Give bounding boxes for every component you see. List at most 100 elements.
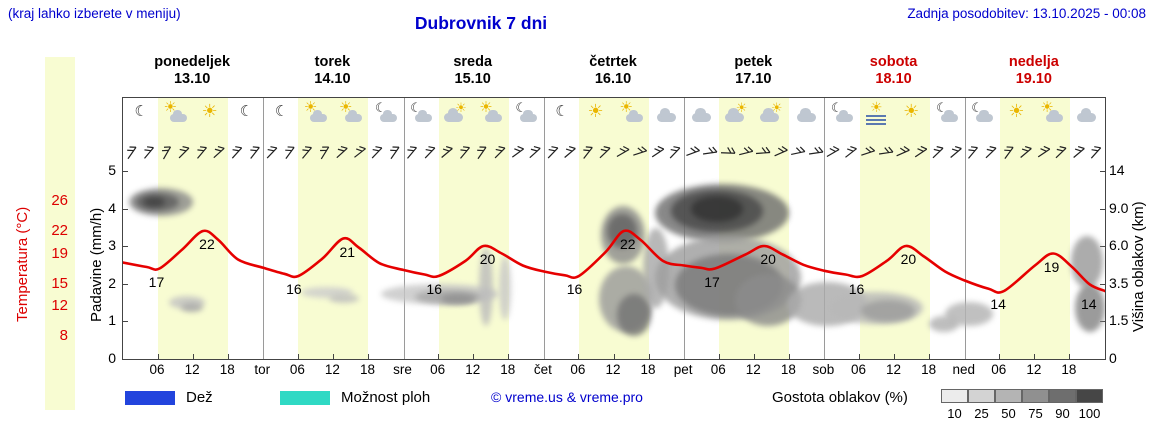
wind-barb-icon [950, 145, 962, 158]
wind-barb-icon [861, 146, 876, 156]
sung-part: ☀ [770, 100, 783, 115]
plot-area: ☾ ☀ ☀ ☾ ☾ ☀ ☀ ☾ ☾ ☀ ☀ ☾ ☾ ☀ ☀ ☀ ☀ ☾ ☀ ☀ ☾ ☾ ☀ ☀ 17 22 16 21 16 20 16 22… [122, 97, 1106, 360]
cld-part [415, 109, 433, 122]
temp-value-label: 17 [704, 273, 720, 290]
last-update-text: Zadnja posodobitev: 13.10.2025 - 00:08 [907, 6, 1146, 21]
axis-tick-mark [368, 354, 369, 359]
axis-tick-mark [929, 354, 931, 359]
precip-tick-label: 4 [108, 199, 116, 216]
wind-barb-icon [196, 146, 207, 159]
axis-tick-mark [578, 354, 580, 359]
cloud-moon-icon: ☾ [827, 100, 857, 127]
axis-tick-mark [192, 354, 194, 359]
precip-axis-label: Padavine (mm/h) [88, 207, 105, 322]
axis-tick-mark [859, 354, 860, 359]
temp-value-label: 20 [760, 251, 776, 267]
temp-value-label: 22 [620, 236, 636, 252]
axis-tick-mark [123, 321, 128, 323]
cld-part [380, 109, 398, 122]
wind-barb-icon [633, 146, 648, 156]
sung-part: ☀ [455, 100, 467, 115]
cld-part [1077, 108, 1097, 122]
wind-barb-icon [1055, 146, 1067, 159]
sung-part: ☀ [870, 99, 883, 115]
daylight-band [438, 98, 509, 359]
wind-barb-icon [826, 145, 840, 158]
wind-barb-icon [564, 145, 576, 158]
cloud-icon [652, 100, 682, 127]
temp-tick-label: 19 [51, 244, 68, 262]
wind-barb-icon [878, 146, 894, 155]
hour-tick-label: 12 [886, 362, 902, 377]
cloud-height-tick-label: 0 [1109, 350, 1117, 366]
wind-barb-icon [968, 146, 979, 159]
wind-barb-icon [1020, 145, 1032, 158]
cloud-height-tick-label: 14 [1109, 162, 1125, 178]
axis-tick-mark [438, 354, 440, 359]
axis-tick-mark [613, 354, 615, 359]
axis-tick-mark [1100, 283, 1105, 285]
temp-value-label: 17 [148, 273, 165, 290]
day-separator-line [543, 98, 545, 359]
cloud-moon-icon: ☾ [967, 100, 997, 127]
day-separator-line [964, 98, 966, 359]
wind-barb-icon [896, 146, 911, 157]
daylight-band [999, 98, 1070, 359]
temp-value-label: 16 [286, 281, 302, 297]
precip-tick-label: 0 [108, 350, 116, 366]
wind-barb-icon [407, 146, 418, 159]
wind-barb-icon [319, 146, 329, 160]
wind-barb-icon [336, 145, 348, 159]
cld-part [724, 108, 744, 122]
wind-barb-icon [738, 146, 753, 156]
fog-part [866, 115, 887, 125]
moon-icon: ☾ [266, 100, 296, 127]
cld-part [625, 109, 643, 122]
temperature-curve [123, 229, 1105, 294]
day-name: sobota [869, 54, 918, 70]
cld-part [691, 108, 711, 122]
temp-tick-label: 8 [59, 327, 68, 344]
axis-tick-mark [297, 354, 299, 359]
rain-legend-swatch [125, 391, 175, 405]
density-value: 75 [1028, 406, 1043, 421]
sun-cloud-icon: ☀ [336, 100, 366, 127]
sun-icon: ☀ [581, 100, 611, 127]
hour-tick-label: 12 [1026, 362, 1042, 377]
page-title: Dubrovnik 7 dni [414, 13, 548, 33]
cloud-height-axis-label: Višina oblakov (km) [1130, 201, 1147, 332]
moon-icon: ☾ [126, 100, 156, 127]
axis-tick-mark [123, 283, 128, 285]
day-header: sreda 15.10 [453, 54, 492, 88]
temp-tick-label: 15 [51, 274, 68, 292]
wind-barb-icon [249, 146, 260, 159]
density-value: 50 [1001, 406, 1016, 421]
wind-barb-icon [441, 145, 454, 158]
wind-barb-icon [389, 146, 400, 160]
wind-barb-icon [284, 146, 295, 160]
day-name: nedelja [1008, 54, 1059, 70]
density-swatch [941, 389, 968, 403]
sung-part: ☀ [1008, 101, 1025, 121]
wind-barb-icon [985, 146, 997, 159]
cloud-blob [441, 294, 475, 304]
sung-part: ☀ [201, 101, 218, 121]
moon-icon: ☾ [546, 100, 576, 127]
day-boundary-label: sob [812, 362, 835, 377]
day-boundary-label: čet [533, 362, 552, 377]
temp-tick-label: 26 [51, 192, 68, 209]
hour-tick-label: 12 [465, 362, 481, 377]
hour-tick-label: 18 [500, 362, 516, 377]
moong-part: ☾ [555, 103, 569, 120]
hour-tick-label: 06 [289, 362, 305, 377]
left-daylight-strip [45, 57, 75, 410]
day-boundary-label: ned [952, 362, 975, 377]
axis-tick-mark [1100, 171, 1105, 172]
temp-value-label: 16 [426, 281, 442, 297]
day-name: četrtek [589, 54, 637, 70]
wind-barb-icon [371, 146, 383, 159]
hour-tick-label: 18 [1061, 362, 1077, 377]
temp-value-label: 22 [199, 236, 215, 252]
density-value: 10 [947, 406, 962, 421]
copyright-link[interactable]: © vreme.us & vreme.pro [491, 389, 643, 405]
